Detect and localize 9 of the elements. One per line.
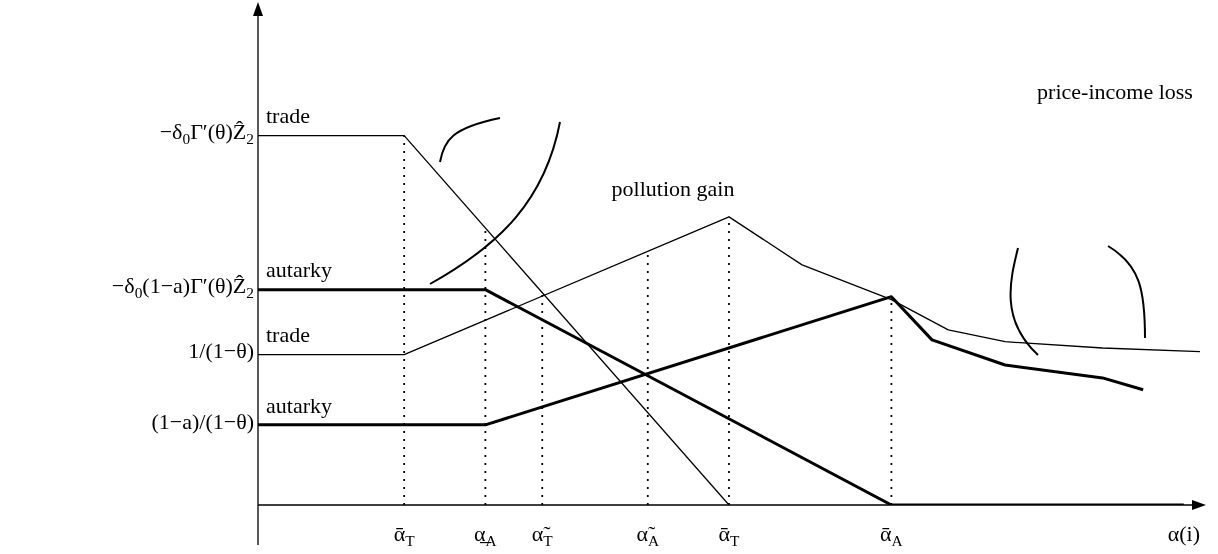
text: price-income loss — [1037, 78, 1193, 104]
text: (1−a)/(1−θ) — [151, 408, 255, 434]
x-axis-title: α(i) — [1167, 520, 1201, 546]
series-label: trade — [266, 103, 310, 129]
series-label: autarky — [266, 392, 332, 418]
text: 1/(1−θ) — [188, 338, 255, 364]
series-label: autarky — [266, 257, 332, 283]
series-label: trade — [266, 322, 310, 348]
annotation: pollution gain — [611, 175, 735, 201]
